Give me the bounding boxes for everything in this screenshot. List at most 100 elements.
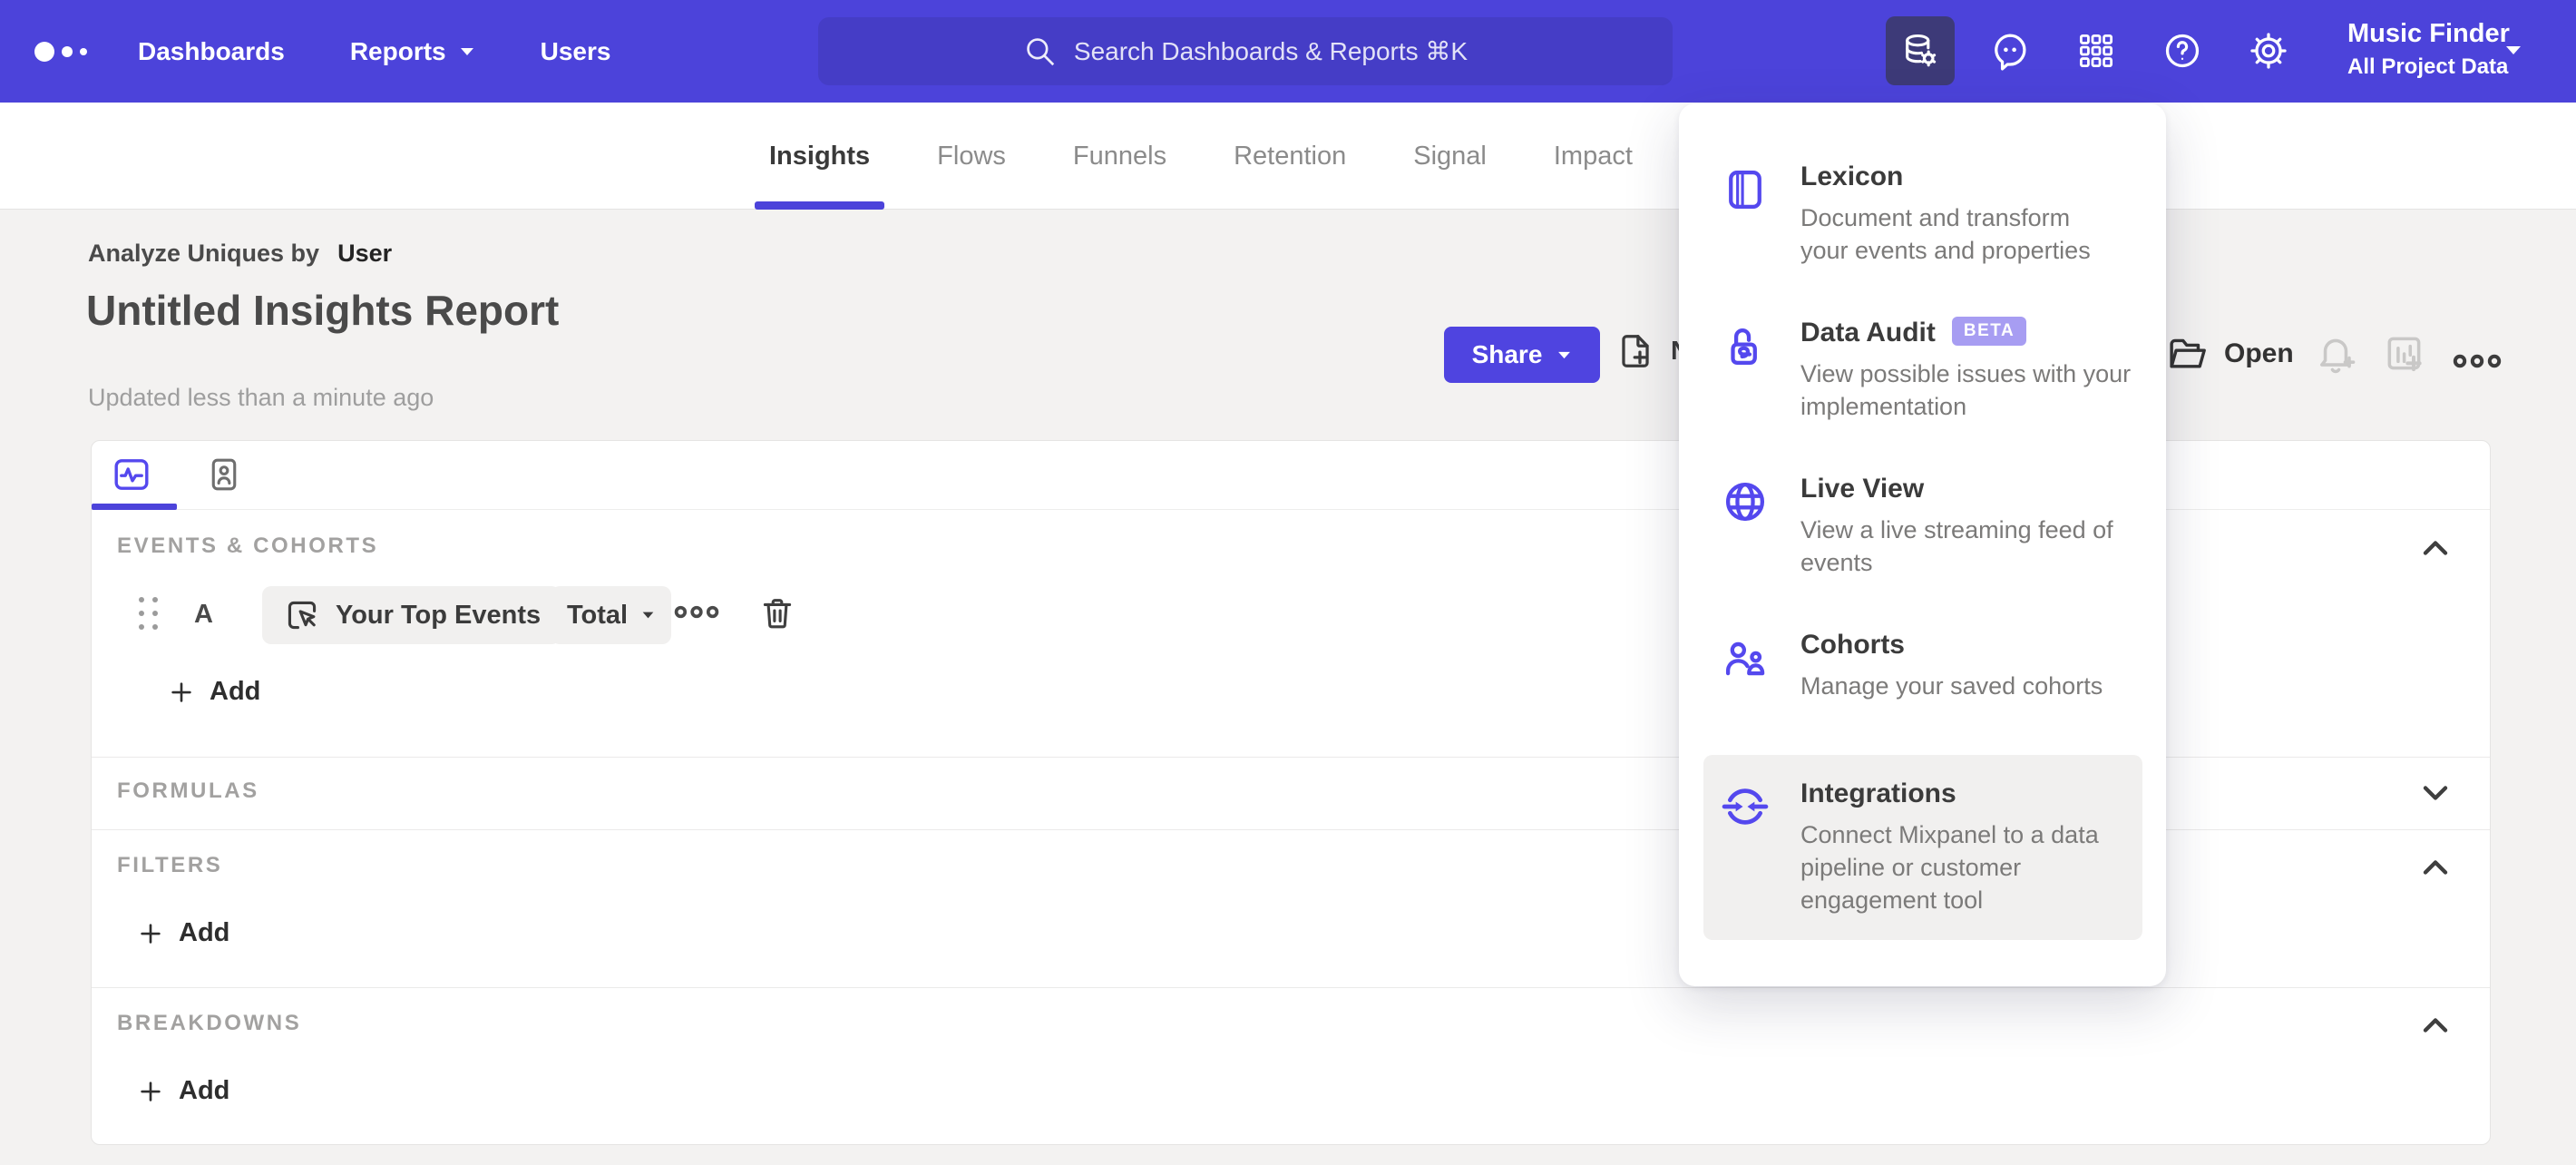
nav-reports-label: Reports <box>349 36 446 65</box>
menu-item-text: Integrations Connect Mixpanel to a data … <box>1800 778 2099 916</box>
data-audit-lock-icon <box>1721 318 1770 426</box>
formulas-expand-chevron-down-icon[interactable] <box>2415 773 2455 813</box>
menu-item-text: Live View View a live streaming feed of … <box>1800 474 2113 582</box>
section-divider <box>92 757 2490 758</box>
event-selector-button[interactable]: Your Top Events <box>262 586 561 644</box>
project-scope: All Project Data <box>2347 54 2509 79</box>
events-collapse-chevron-up-icon[interactable] <box>2415 528 2455 568</box>
folder-icon <box>2170 338 2206 368</box>
ellipsis-icon <box>2453 354 2502 368</box>
open-button[interactable]: Open <box>2166 333 2294 375</box>
insights-chart-icon <box>114 459 149 490</box>
bell-plus-icon <box>2320 338 2356 374</box>
add-event-button[interactable]: Add <box>168 677 260 707</box>
menu-item-data-audit[interactable]: Data Audit BETA View possible issues wit… <box>1679 294 2166 450</box>
event-cursor-icon <box>288 601 317 630</box>
project-chevron-down-icon[interactable] <box>2503 44 2523 56</box>
nav-dashboards-label: Dashboards <box>138 36 285 65</box>
tab-profiles-view[interactable] <box>204 455 244 494</box>
share-button[interactable]: Share <box>1444 327 1600 383</box>
nav-users-label: Users <box>540 36 611 65</box>
database-gear-icon <box>1906 34 1937 67</box>
document-plus-icon <box>1622 335 1649 367</box>
settings-button[interactable] <box>2246 28 2291 73</box>
report-tabs-bar: Insights Flows Funnels Retention Signal … <box>0 103 2576 210</box>
project-selector[interactable]: Music Finder All Project Data <box>2347 19 2510 80</box>
data-management-menu: Lexicon Document and transform your even… <box>1679 103 2166 986</box>
event-row-drag-handle[interactable] <box>139 597 158 630</box>
menu-item-description: View possible issues with your implement… <box>1800 360 2132 420</box>
series-letter: A <box>194 600 213 629</box>
tab-retention[interactable]: Retention <box>1234 103 1346 210</box>
tab-funnels[interactable]: Funnels <box>1073 103 1166 210</box>
add-breakdown-button[interactable]: Add <box>137 1076 229 1106</box>
plus-icon <box>141 923 161 944</box>
apps-grid-button[interactable] <box>2073 28 2119 73</box>
kicker-value-user[interactable]: User <box>337 240 393 267</box>
menu-item-text: Data Audit BETA View possible issues wit… <box>1800 317 2132 426</box>
search-icon <box>1027 37 1055 65</box>
filters-collapse-chevron-up-icon[interactable] <box>2415 847 2455 887</box>
tab-insights[interactable]: Insights <box>754 103 885 210</box>
filters-section-label: FILTERS <box>117 853 223 877</box>
section-divider <box>92 829 2490 830</box>
tab-events-view[interactable] <box>110 453 153 496</box>
tab-flows[interactable]: Flows <box>937 103 1006 210</box>
page-title[interactable]: Untitled Insights Report <box>86 287 560 334</box>
tab-funnels-label: Funnels <box>1072 141 1167 171</box>
menu-item-description: Manage your saved cohorts <box>1800 672 2103 700</box>
menu-item-text: Lexicon Document and transform your even… <box>1800 162 2091 270</box>
plus-icon <box>141 1081 161 1101</box>
profile-card-icon <box>211 458 237 491</box>
aggregation-dropdown[interactable]: Total <box>551 586 672 644</box>
help-button[interactable] <box>2160 28 2205 73</box>
feedback-button[interactable] <box>1987 28 2033 73</box>
aggregation-label: Total <box>567 600 629 630</box>
help-icon <box>2165 34 2200 68</box>
updated-timestamp: Updated less than a minute ago <box>88 384 434 411</box>
nav-users[interactable]: Users <box>541 37 611 66</box>
share-button-label: Share <box>1471 340 1543 368</box>
search-placeholder: Search Dashboards & Reports ⌘K <box>1073 37 1469 65</box>
add-to-dashboard-button[interactable] <box>2382 331 2427 377</box>
add-event-label: Add <box>210 677 261 706</box>
tab-signal[interactable]: Signal <box>1413 103 1487 210</box>
cohorts-people-icon <box>1721 630 1770 719</box>
tab-retention-label: Retention <box>1234 141 1347 171</box>
lexicon-book-icon <box>1721 162 1770 270</box>
breakdowns-section-label: BREAKDOWNS <box>117 1011 302 1035</box>
tab-impact[interactable]: Impact <box>1554 103 1633 210</box>
report-more-options-button[interactable] <box>2453 353 2502 369</box>
data-management-button[interactable] <box>1886 16 1955 85</box>
report-tabs: Insights Flows Funnels Retention Signal … <box>754 103 1633 210</box>
event-row-more-options-button[interactable] <box>674 604 719 620</box>
create-alert-button[interactable] <box>2313 331 2358 377</box>
open-button-label: Open <box>2224 338 2294 368</box>
menu-item-live-view[interactable]: Live View View a live streaming feed of … <box>1679 450 2166 606</box>
breakdowns-collapse-chevron-up-icon[interactable] <box>2415 1005 2455 1045</box>
top-nav: Dashboards Reports Users Search Dashboar… <box>0 0 2576 103</box>
active-view-underline <box>92 504 177 510</box>
mixpanel-logo-icon[interactable] <box>34 40 98 64</box>
menu-item-lexicon[interactable]: Lexicon Document and transform your even… <box>1679 138 2166 294</box>
live-view-globe-icon <box>1721 474 1770 582</box>
integrations-sync-icon <box>1721 778 1770 916</box>
plus-icon <box>171 681 191 702</box>
search-input[interactable]: Search Dashboards & Reports ⌘K <box>818 17 1673 85</box>
add-filter-button[interactable]: Add <box>137 918 229 948</box>
menu-item-integrations[interactable]: Integrations Connect Mixpanel to a data … <box>1703 755 2142 940</box>
board-plus-icon <box>2387 337 2422 372</box>
event-selector-label: Your Top Events <box>336 600 542 630</box>
delete-event-row-button[interactable] <box>757 593 797 633</box>
top-nav-links: Dashboards Reports Users <box>138 0 610 103</box>
trash-icon <box>763 599 792 629</box>
section-divider <box>92 987 2490 988</box>
menu-item-title: Lexicon <box>1800 162 1904 191</box>
nav-reports[interactable]: Reports <box>350 37 475 66</box>
chevron-down-icon <box>1558 351 1571 358</box>
ellipsis-icon <box>674 605 719 619</box>
menu-item-text: Cohorts Manage your saved cohorts <box>1800 630 2103 719</box>
menu-item-title: Live View <box>1800 474 1925 504</box>
nav-dashboards[interactable]: Dashboards <box>138 37 285 66</box>
menu-item-cohorts[interactable]: Cohorts Manage your saved cohorts <box>1679 606 2166 742</box>
